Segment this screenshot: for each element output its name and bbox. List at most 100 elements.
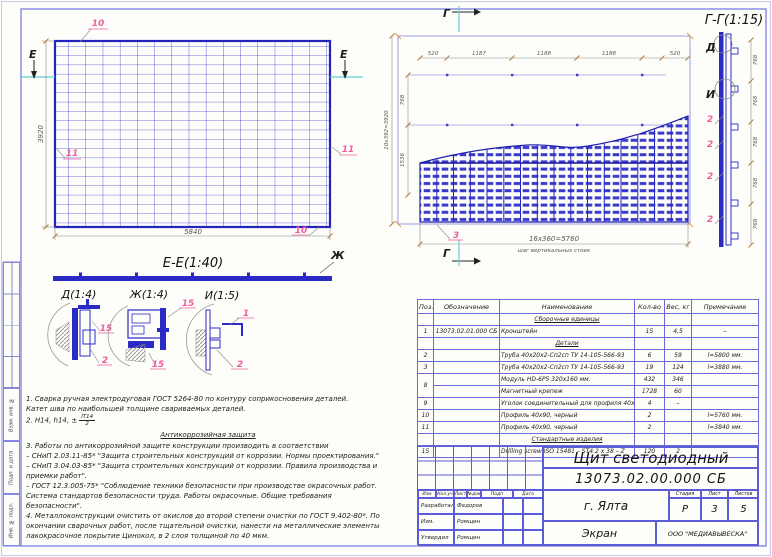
elev-dim-bottom-label: шаг вертикальных стоек (518, 248, 591, 254)
callout-15-zh-bottom: 15 (152, 360, 165, 370)
detail-marker-i: И (706, 88, 715, 101)
stage-value: Р (669, 498, 701, 521)
revision-header-row: Изм Кол.уч Лист №док Подп Дата (418, 490, 543, 498)
front-view: E E 5840 3920 10 11 11 10 (22, 19, 363, 240)
elev-dim-1188-b: 1188 (602, 51, 616, 57)
dim-width: 5840 (184, 228, 202, 236)
attestation-grid (3, 262, 20, 388)
callout-10-top: 10 (92, 19, 105, 29)
elev-dim-bottom: 16х360=5760 (529, 235, 580, 243)
gg-dim-768-1: 768 (753, 54, 759, 65)
table-row: 9 Уголок соединительный для профиля 40х90… (417, 397, 759, 410)
sheet-label: Лист (701, 490, 728, 498)
elev-dim-1536: 1536 (400, 153, 406, 167)
section-gg: Г-Г(1:15) Д И 2 2 2 2 768 768 768 768 76 (705, 13, 764, 248)
section-ee-title: Е-Е(1:40) (163, 256, 223, 271)
role-row-developer: Разработал Федоров (418, 498, 543, 514)
city: г. Ялта (543, 490, 669, 521)
object-name: Экран (543, 521, 656, 546)
elev-dim-1187: 1187 (472, 51, 486, 57)
elevation-view: 520 1187 1188 1188 520 768 1536 10х392=3… (384, 6, 694, 266)
detail-view-zh: Ж(1:4) 15 15 (107, 288, 196, 370)
table-row: Магнитный крепеж 1728 60 (418, 385, 759, 398)
callout-15-d: 15 (100, 324, 113, 334)
note-3-gost: – ГОСТ 12.3.005-75* "Соблюдение техники … (26, 482, 378, 510)
detail-i-title: И(1:5) (205, 289, 240, 302)
note-3-snip-1: – СНиП 2.03.11-85* "Защита строительных … (26, 452, 380, 460)
sheet-value: 3 (701, 498, 728, 521)
table-row: 2 Труба 40х20х2-Сп2сп ТУ 14-105-566-93 6 59… (417, 349, 759, 362)
notes-heading: Антикоррозийная защита (160, 431, 256, 439)
callout-11-right: 11 (342, 145, 355, 155)
callout-11-left: 11 (66, 149, 79, 159)
note-1-line-1: 1. Сварка ручная электродуговая ГОСТ 526… (26, 395, 349, 403)
table-row: 1 13073.02.01.000 СБ Кронштейн 15 4,5– (417, 325, 759, 338)
margin-label-podp: Подп. и дата (3, 441, 20, 494)
section-marker-g-bottom: Г (443, 247, 451, 260)
note-2-text: 2. Н14, h14, ± (26, 416, 78, 425)
table-row: 11 Профиль 40х90, черный 2 l=3840 мм. (417, 421, 759, 434)
callout-2-gg-2: 2 (707, 140, 713, 150)
callout-2-gg-3: 2 (707, 172, 713, 182)
detail-view-d: Д(1:4) 15 2 (47, 288, 114, 367)
elev-dim-520-right: 520 (670, 51, 681, 57)
note-2: 2. Н14, h14, ± IT14 2 (26, 414, 390, 427)
table-row-section: Стандартные изделия (417, 433, 759, 446)
elev-dim-520-left: 520 (428, 51, 439, 57)
gg-dim-768-5: 768 (753, 218, 759, 229)
role-row-checker: Изм. Ромщин (418, 514, 543, 530)
technical-notes: 1. Сварка ручная электродуговая ГОСТ 526… (26, 394, 390, 541)
table-row-section: Детали (417, 337, 759, 350)
callout-2-gg-1: 2 (707, 115, 713, 125)
sheets-value: 5 (728, 498, 759, 521)
margin-label-inv: Инв. № подл. (3, 494, 20, 546)
margin-label-vzam: Взам. инв. № (3, 388, 20, 441)
elev-dim-1188-a: 1188 (537, 51, 551, 57)
title-block: Изм Кол.уч Лист №док Подп Дата Разработа… (417, 446, 759, 546)
role-row-approver: Утвердил Ромщин (418, 530, 543, 546)
detail-zh-title: Ж(1:4) (129, 288, 168, 301)
note-1-line-2: Катет шва по наибольшей толщине сваривае… (26, 405, 246, 413)
elev-dim-768: 768 (400, 94, 406, 105)
doc-number: 13073.02.00.000 СБ (543, 468, 759, 490)
detail-marker-d: Д (705, 41, 716, 54)
note-3: 3. Работы по антикоррозийной защите конс… (26, 442, 329, 450)
spec-header-row: Поз. Обозначение Наименование Кол-во Вес, кг… (417, 299, 759, 314)
detail-d-title: Д(1:4) (61, 288, 97, 301)
callout-2-i: 2 (237, 360, 243, 370)
callout-3: 3 (453, 231, 459, 241)
section-marker-g-top: Г (443, 7, 451, 20)
revision-grid (418, 447, 543, 490)
company-name: ООО "МЕДИАВЫВЕСКА" (656, 521, 759, 546)
callout-1-i: 1 (243, 309, 249, 319)
sheets-label: Листов (728, 490, 759, 498)
elev-dim-total-height: 10х392=3920 (384, 110, 390, 150)
section-gg-title: Г-Г(1:15) (705, 13, 764, 28)
callout-2-gg-4: 2 (707, 215, 713, 225)
detail-marker-zh: Ж (330, 249, 345, 262)
section-marker-e-right: E (340, 48, 348, 61)
table-row: 8 Модуль HD-6P5 320х160 мм. 432 346 (417, 373, 759, 398)
section-marker-e-left: E (29, 48, 37, 61)
callout-15-zh-top: 15 (182, 299, 195, 309)
detail-view-i: И(1:5) 1 2 (186, 289, 254, 376)
tolerance-fraction: IT14 2 (79, 414, 96, 427)
callout-10-bottom: 10 (295, 226, 308, 236)
spec-table: Поз. Обозначение Наименование Кол-во Вес, кг… (417, 299, 759, 458)
drawing-title: Щит светодиодный (543, 447, 759, 468)
note-3-snip-2: – СНиП 3.04.03-85* "Защита строительных … (26, 462, 378, 480)
section-ee: Е-Е(1:40) Ж (53, 249, 345, 281)
stage-label: Стадия (669, 490, 701, 498)
table-row-section: Сборочные единицы (417, 313, 759, 326)
note-4: 4. Металлоконструкции очистить от окисло… (26, 512, 380, 540)
dim-height: 3920 (37, 125, 45, 143)
table-row: 3 Труба 40х20х2-Сп2сп ТУ 14-105-566-93 19 1… (417, 361, 759, 374)
gg-dim-768-2: 768 (753, 95, 759, 106)
gg-dim-768-4: 768 (753, 177, 759, 188)
gg-dim-768-3: 768 (753, 136, 759, 147)
table-row: 10 Профиль 40х90, черный 2 l=5760 мм. (417, 409, 759, 422)
callout-2-d: 2 (102, 356, 108, 366)
